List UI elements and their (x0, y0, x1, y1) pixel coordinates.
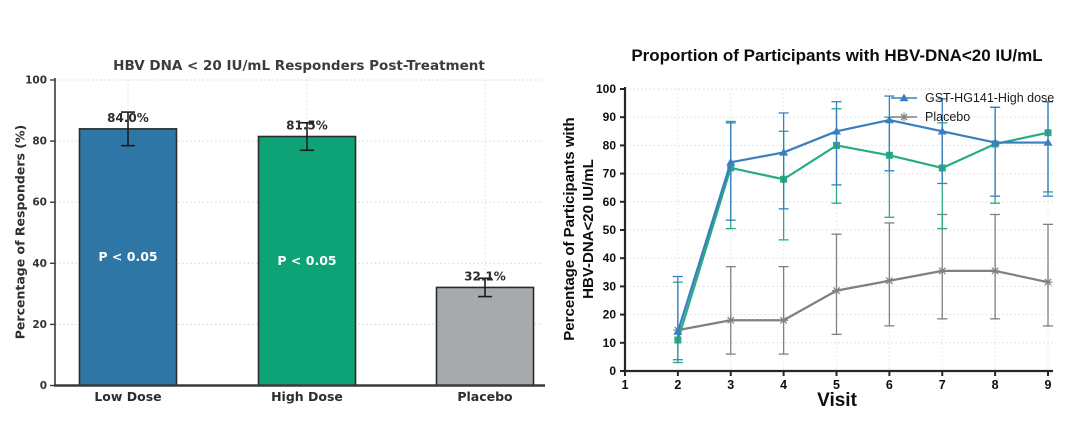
x-tick-label: 6 (886, 378, 893, 392)
x-tick-label: 2 (674, 378, 681, 392)
bar-chart-plot: 84.0% P < 0.05 81.5% P < 0.05 32.1% 0 20 40 60 80… (25, 75, 545, 404)
series-gst-hg141-high-dose (672, 95, 1053, 361)
bar-high-dose (257, 135, 357, 387)
y-tick-label: 50 (603, 223, 617, 237)
p-value-label: P < 0.05 (277, 253, 336, 268)
x-tick-label: 9 (1045, 378, 1052, 392)
line-chart-plot: 0 10 20 30 40 50 60 70 80 90 100 1 2 3 4 5 6 7 8 9 (596, 82, 1053, 392)
line-chart-title: Proportion of Participants with HBV-DNA<… (631, 46, 1043, 65)
x-tick-label: Low Dose (94, 389, 161, 404)
error-bar (121, 111, 135, 147)
x-tick-label: 5 (833, 378, 840, 392)
triangle-marker-icon (891, 93, 917, 101)
bar-chart-title: HBV DNA < 20 IU/mL Responders Post-Treat… (113, 58, 485, 74)
bar-low-dose (78, 128, 178, 387)
bar-value-label: 84.0% (107, 111, 149, 125)
p-value-label: P < 0.05 (98, 249, 157, 264)
legend-item-placebo: Placebo (890, 107, 1054, 126)
bars (78, 111, 535, 387)
axes: 0 10 20 30 40 50 60 70 80 90 100 1 2 3 4 5 6 7 8 9 (596, 82, 1053, 392)
bar-chart-panel: HBV DNA < 20 IU/mL Responders Post-Treat… (13, 58, 545, 404)
y-tick-label: 70 (603, 167, 617, 181)
y-tick-label: 10 (603, 336, 617, 350)
y-tick-label: 80 (32, 136, 47, 148)
y-tick-label: 80 (603, 138, 617, 152)
star-marker-icon (891, 112, 917, 121)
y-tick-label: 0 (40, 380, 47, 392)
x-tick-label: High Dose (271, 389, 343, 404)
legend: GST-HG141-High dose Placebo (890, 88, 1054, 126)
line-chart-x-axis-label: Visit (817, 390, 857, 411)
bar-value-label: 81.5% (286, 119, 328, 133)
y-tick-label: 100 (25, 75, 47, 87)
bar-placebo (435, 286, 535, 387)
y-tick-label: 20 (603, 308, 617, 322)
y-tick-label: 60 (32, 197, 47, 209)
x-tick-label: Placebo (457, 389, 513, 404)
y-tick-label: 40 (32, 258, 47, 270)
x-tick-label: 4 (780, 378, 787, 392)
bar-value-label: 32.1% (464, 269, 506, 283)
error-bar (478, 277, 492, 298)
legend-label-placebo: Placebo (925, 109, 971, 124)
y-tick-label: 90 (603, 110, 617, 124)
y-tick-label: 30 (603, 279, 617, 293)
y-tick-label: 60 (603, 195, 617, 209)
series-placebo (673, 213, 1053, 355)
y-tick-label: 0 (609, 364, 616, 378)
y-tick-label: 20 (32, 319, 47, 331)
x-tick-label: 7 (939, 378, 946, 392)
y-tick-label: 100 (596, 82, 616, 96)
error-bar (300, 121, 314, 152)
x-tick-label: 1 (622, 378, 629, 392)
line-chart-panel: Proportion of Participants with HBV-DNA<… (560, 0, 1073, 435)
x-tick-label: 3 (727, 378, 734, 392)
x-tick-label: 8 (992, 378, 999, 392)
y-tick-label: 40 (603, 251, 617, 265)
legend-label-high-dose: GST-HG141-High dose (925, 90, 1055, 105)
legend-item-high-dose: GST-HG141-High dose (890, 88, 1054, 107)
axes: 0 20 40 60 80 100 Low Dose High Dose Placebo (25, 75, 545, 404)
